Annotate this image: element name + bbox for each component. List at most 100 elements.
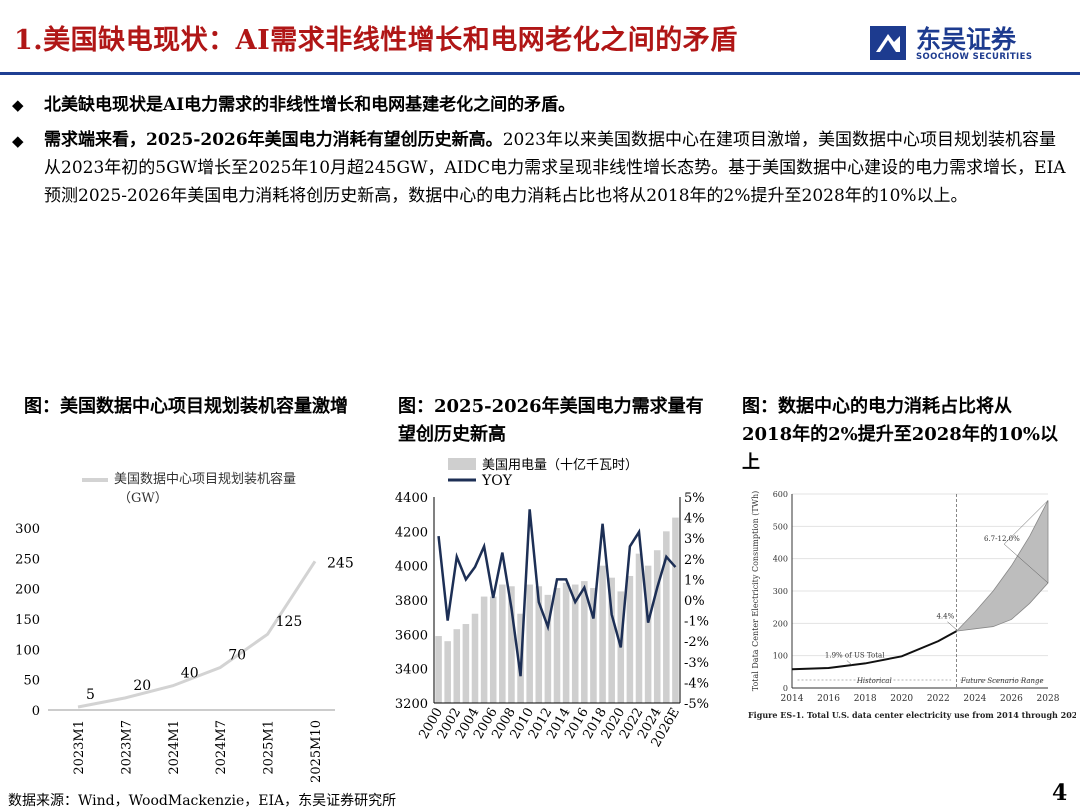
y-right-tick-label: 4% [684,512,705,527]
bar [599,565,606,703]
bar [499,584,506,703]
y-tick-label: 100 [773,652,788,661]
y-right-tick-label: 3% [684,532,705,547]
bar [571,584,579,703]
y-tick-label: 400 [773,555,788,564]
yoy-line [437,509,677,677]
annotation-leader [1003,543,1049,584]
y-tick-label: 0 [783,684,788,693]
legend-label: YOY [481,473,513,489]
y-tick-label: 500 [773,522,788,531]
x-tick-label: 2024M1 [167,720,182,775]
bar [553,587,561,703]
scenario-range-area [955,500,1049,632]
bullet-diamond-icon: ◆ [12,96,24,114]
soochow-logo-icon [870,26,906,60]
bullet-text-2: 需求端来看，2025-2026年美国电力消耗有望创历史新高。2023年以来美国数… [44,126,1070,210]
x-tick-label: 2028 [1037,694,1060,704]
x-tick-label: 2025M1 [262,720,277,775]
data-label: 70 [228,648,246,664]
bar [644,565,652,703]
y-tick-label: 200 [15,583,40,598]
y-left-tick-label: 3400 [395,663,428,678]
y-left-tick-label: 4400 [395,491,428,506]
y-right-tick-label: 5% [684,491,705,506]
source-note: 数据来源：Wind，WoodMackenzie，EIA，东吴证券研究所 [8,793,397,809]
y-tick-label: 600 [773,490,788,499]
x-tick-label: 2018 [854,694,877,704]
y-tick-label: 200 [773,619,788,628]
y-tick-label: 100 [15,643,40,658]
bullet-1-bold: 北美缺电现状是AI电力需求的非线性增长和电网基建老化之间的矛盾。 [44,95,576,115]
legend-bar-swatch [448,458,476,470]
bar [608,577,615,703]
chart-2-us-power-demand: 美国用电量（十亿千瓦时）YOY 3200 3400 3600 3800 4000 4200 4… [395,458,709,750]
bar [635,553,643,703]
data-label: 20 [133,678,151,694]
y-left-tick-label: 3200 [395,697,428,712]
annotation: Historical [856,677,892,685]
bar [590,587,597,703]
y-left-tick-label: 4000 [395,560,428,575]
bar [471,613,479,703]
historical-line [791,630,958,671]
header-divider [0,72,1080,75]
bar [653,550,661,703]
bar [480,596,488,703]
bar [435,636,442,703]
figure-2-title: 图：2025-2026年美国电力需求量有望创历史新高 [398,396,704,445]
legend-label: （GW） [118,491,168,506]
chart-3-dc-electricity-share: 0 100 200 300 400 500 600 2014 2016 2018 2020 2022 2… [748,490,1076,720]
bar [672,517,679,703]
page-title: 1.美国缺电现状：AI需求非线性增长和电网老化之间的矛盾 [14,25,738,56]
annotation: 4.4% [936,612,954,620]
annotation: Future Scenario Range [960,677,1044,685]
bullet-2-bold: 需求端来看，2025-2026年美国电力消耗有望创历史新高。 [44,130,503,150]
legend-label: 美国用电量（十亿千瓦时） [482,458,638,473]
logo-text-cn: 东吴证券 [916,25,1017,54]
figure-1-title: 图：美国数据中心项目规划装机容量激增 [24,396,348,417]
legend-label: 美国数据中心项目规划装机容量 [114,471,296,487]
brand-logo: 东吴证券 SOOCHOW SECURITIES [868,22,1068,64]
annotation-leader [846,660,853,666]
y-right-tick-label: 0% [684,594,705,609]
figure-caption: Figure ES-1. Total U.S. data center elec… [748,710,1076,720]
y-right-tick-label: -3% [684,656,709,671]
y-right-tick-label: -1% [684,615,709,630]
data-label: 125 [276,614,303,630]
bullet-text-1: 北美缺电现状是AI电力需求的非线性增长和电网基建老化之间的矛盾。 [44,91,1070,119]
annotation-leader [1003,500,1049,545]
y-right-tick-label: -2% [684,635,709,650]
x-tick-label: 2022 [927,694,950,704]
bar [663,531,670,703]
x-tick-label: 2024 [963,694,986,704]
x-tick-label: 2014 [781,694,804,704]
y-right-tick-label: -5% [684,697,709,712]
y-left-tick-label: 3600 [395,628,428,643]
y-right-tick-label: -4% [684,676,709,691]
chart-1-datacenter-capacity: 美国数据中心项目规划装机容量 （GW） 0 50 100 150 200 250 300 5 20 4… [15,471,354,783]
bar [626,575,634,703]
data-label: 245 [327,555,354,571]
bullet-2-body: 2023年以来美国数据中心在建项目激增，美国数据中心项目规划装机容量从2023年… [44,130,1066,206]
y-left-tick-label: 3800 [395,594,428,609]
logo-text-en: SOOCHOW SECURITIES [916,52,1033,62]
y-tick-label: 250 [15,552,40,567]
bar [544,594,552,703]
y-left-tick-label: 4200 [395,525,428,540]
y-tick-label: 300 [773,587,788,596]
bar [562,582,570,703]
y-axis-title: Total Data Center Electricity Consumptio… [751,491,760,691]
x-tick-label: 2023M7 [119,720,134,775]
y-tick-label: 50 [23,674,40,689]
x-tick-label: 2016 [817,694,840,704]
data-label: 40 [181,666,199,682]
y-tick-label: 300 [15,522,40,537]
annotation-leader [947,621,957,630]
bar [581,581,588,703]
series-line [77,560,317,709]
data-label: 5 [86,687,95,703]
bar [535,586,543,703]
figure-3-title: 图：数据中心的电力消耗占比将从2018年的2%提升至2028年的10%以上 [742,396,1058,473]
y-right-tick-label: 1% [684,573,705,588]
